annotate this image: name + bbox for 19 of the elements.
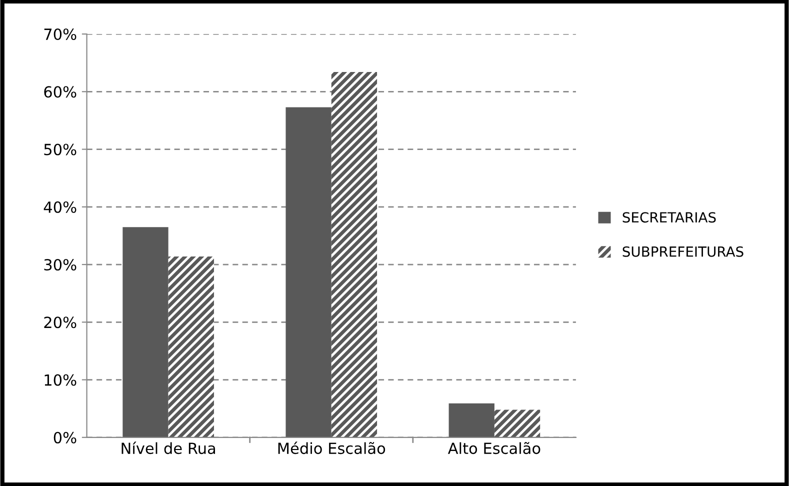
bar bbox=[168, 256, 214, 438]
legend-label: SUBPREFEITURAS bbox=[622, 246, 744, 257]
bar bbox=[122, 227, 168, 438]
y-tick-label: 20% bbox=[44, 316, 76, 328]
y-tick-label: 70% bbox=[44, 28, 76, 40]
y-tick-label: 10% bbox=[44, 374, 76, 386]
bar bbox=[331, 72, 378, 438]
x-tick-label: Médio Escalão bbox=[278, 442, 386, 454]
y-tick-label: 40% bbox=[44, 201, 76, 213]
x-tick-label: Alto Escalão bbox=[448, 442, 540, 454]
legend-label: SECRETARIAS bbox=[622, 212, 716, 223]
bar bbox=[286, 107, 332, 438]
bar bbox=[494, 410, 540, 438]
y-tick-label: 50% bbox=[44, 144, 76, 156]
y-tick-label: 60% bbox=[44, 86, 76, 98]
y-tick-label: 30% bbox=[44, 258, 76, 271]
y-tick-label: 0% bbox=[54, 432, 76, 444]
x-tick-label: Nível de Rua bbox=[122, 442, 215, 454]
bar bbox=[448, 403, 494, 438]
